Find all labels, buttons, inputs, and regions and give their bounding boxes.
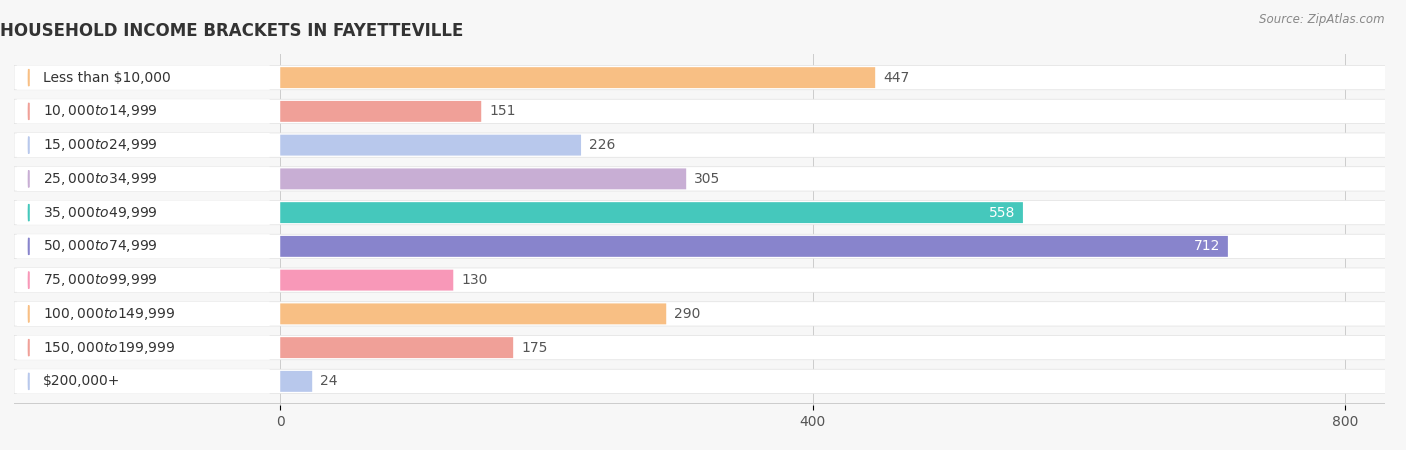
FancyBboxPatch shape bbox=[280, 202, 1024, 223]
FancyBboxPatch shape bbox=[17, 234, 270, 258]
FancyBboxPatch shape bbox=[17, 268, 270, 292]
FancyBboxPatch shape bbox=[17, 302, 270, 326]
FancyBboxPatch shape bbox=[14, 336, 1388, 360]
Text: $10,000 to $14,999: $10,000 to $14,999 bbox=[44, 104, 157, 119]
Text: 447: 447 bbox=[883, 71, 910, 85]
FancyBboxPatch shape bbox=[14, 65, 1388, 90]
Text: 151: 151 bbox=[489, 104, 516, 118]
FancyBboxPatch shape bbox=[280, 371, 312, 392]
FancyBboxPatch shape bbox=[280, 337, 513, 358]
Text: 558: 558 bbox=[988, 206, 1015, 220]
Text: $75,000 to $99,999: $75,000 to $99,999 bbox=[44, 272, 157, 288]
FancyBboxPatch shape bbox=[280, 270, 453, 291]
FancyBboxPatch shape bbox=[14, 99, 1388, 123]
Text: $200,000+: $200,000+ bbox=[44, 374, 121, 388]
Text: 24: 24 bbox=[321, 374, 337, 388]
FancyBboxPatch shape bbox=[280, 135, 581, 156]
Text: Source: ZipAtlas.com: Source: ZipAtlas.com bbox=[1260, 14, 1385, 27]
FancyBboxPatch shape bbox=[14, 268, 1388, 292]
FancyBboxPatch shape bbox=[17, 369, 270, 393]
FancyBboxPatch shape bbox=[280, 67, 875, 88]
Text: $50,000 to $74,999: $50,000 to $74,999 bbox=[44, 238, 157, 254]
FancyBboxPatch shape bbox=[17, 201, 270, 225]
FancyBboxPatch shape bbox=[17, 133, 270, 157]
Text: HOUSEHOLD INCOME BRACKETS IN FAYETTEVILLE: HOUSEHOLD INCOME BRACKETS IN FAYETTEVILL… bbox=[0, 22, 464, 40]
FancyBboxPatch shape bbox=[17, 166, 270, 191]
Text: $150,000 to $199,999: $150,000 to $199,999 bbox=[44, 340, 176, 356]
FancyBboxPatch shape bbox=[14, 369, 1388, 393]
Text: $100,000 to $149,999: $100,000 to $149,999 bbox=[44, 306, 176, 322]
Text: 712: 712 bbox=[1194, 239, 1220, 253]
FancyBboxPatch shape bbox=[17, 65, 270, 90]
Text: $15,000 to $24,999: $15,000 to $24,999 bbox=[44, 137, 157, 153]
Text: $35,000 to $49,999: $35,000 to $49,999 bbox=[44, 205, 157, 220]
Text: $25,000 to $34,999: $25,000 to $34,999 bbox=[44, 171, 157, 187]
Text: 290: 290 bbox=[675, 307, 700, 321]
FancyBboxPatch shape bbox=[14, 302, 1388, 326]
FancyBboxPatch shape bbox=[14, 166, 1388, 191]
FancyBboxPatch shape bbox=[14, 234, 1388, 258]
FancyBboxPatch shape bbox=[17, 336, 270, 360]
Text: 305: 305 bbox=[695, 172, 720, 186]
FancyBboxPatch shape bbox=[280, 168, 686, 189]
FancyBboxPatch shape bbox=[17, 99, 270, 123]
FancyBboxPatch shape bbox=[14, 201, 1388, 225]
Text: 130: 130 bbox=[461, 273, 488, 287]
FancyBboxPatch shape bbox=[280, 101, 481, 122]
FancyBboxPatch shape bbox=[280, 303, 666, 324]
Text: Less than $10,000: Less than $10,000 bbox=[44, 71, 172, 85]
Text: 175: 175 bbox=[522, 341, 547, 355]
FancyBboxPatch shape bbox=[280, 236, 1227, 257]
Text: 226: 226 bbox=[589, 138, 616, 152]
FancyBboxPatch shape bbox=[14, 133, 1388, 157]
